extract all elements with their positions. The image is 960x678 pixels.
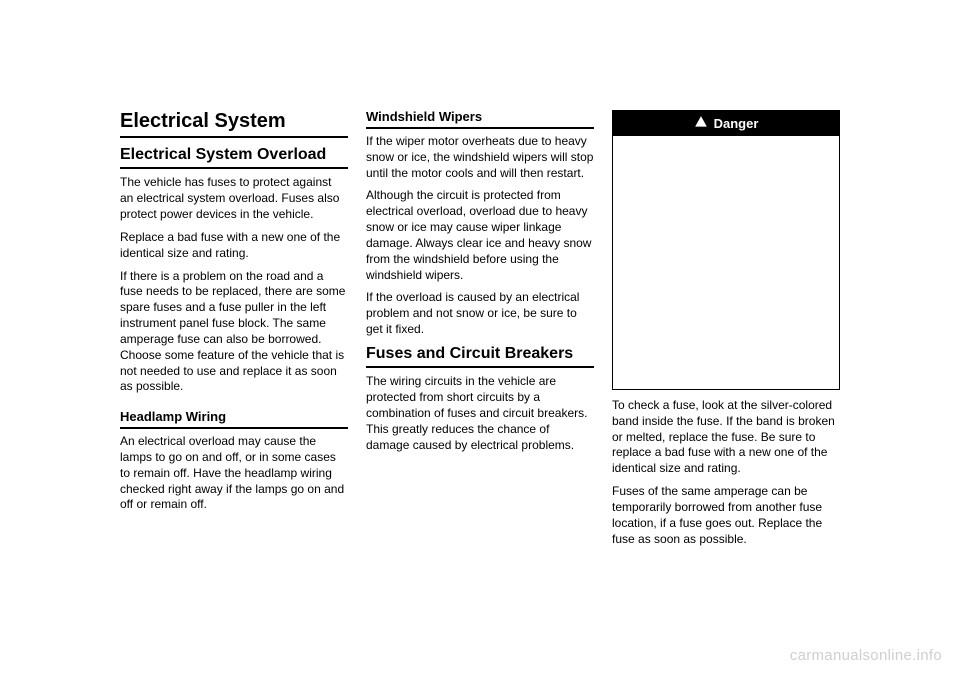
heading-electrical-overload: Electrical System Overload (120, 146, 348, 169)
body-text: The vehicle has fuses to protect against… (120, 175, 348, 222)
column-1: Electrical System Electrical System Over… (120, 110, 348, 547)
body-text: If the wiper motor overheats due to heav… (366, 134, 594, 181)
heading-fuses-breakers: Fuses and Circuit Breakers (366, 345, 594, 368)
danger-callout: Danger (612, 110, 840, 390)
body-text: Fuses of the same amperage can be tempor… (612, 484, 840, 547)
danger-label: Danger (714, 116, 759, 131)
watermark-text: carmanualsonline.info (790, 647, 942, 664)
column-3: Danger To check a fuse, look at the silv… (612, 110, 840, 547)
heading-electrical-system: Electrical System (120, 110, 348, 138)
warning-triangle-icon (694, 115, 708, 132)
heading-headlamp-wiring: Headlamp Wiring (120, 410, 348, 429)
body-text: If the overload is caused by an electric… (366, 290, 594, 337)
page-content: Electrical System Electrical System Over… (0, 0, 960, 587)
body-text: Although the circuit is protected from e… (366, 188, 594, 283)
body-text: To check a fuse, look at the silver-colo… (612, 398, 840, 477)
column-2: Windshield Wipers If the wiper motor ove… (366, 110, 594, 547)
danger-header: Danger (613, 111, 839, 136)
heading-windshield-wipers: Windshield Wipers (366, 110, 594, 129)
danger-body (613, 136, 839, 389)
body-text: If there is a problem on the road and a … (120, 269, 348, 396)
body-text: The wiring circuits in the vehicle are p… (366, 374, 594, 453)
body-text: An electrical overload may cause the lam… (120, 434, 348, 513)
body-text: Replace a bad fuse with a new one of the… (120, 230, 348, 262)
